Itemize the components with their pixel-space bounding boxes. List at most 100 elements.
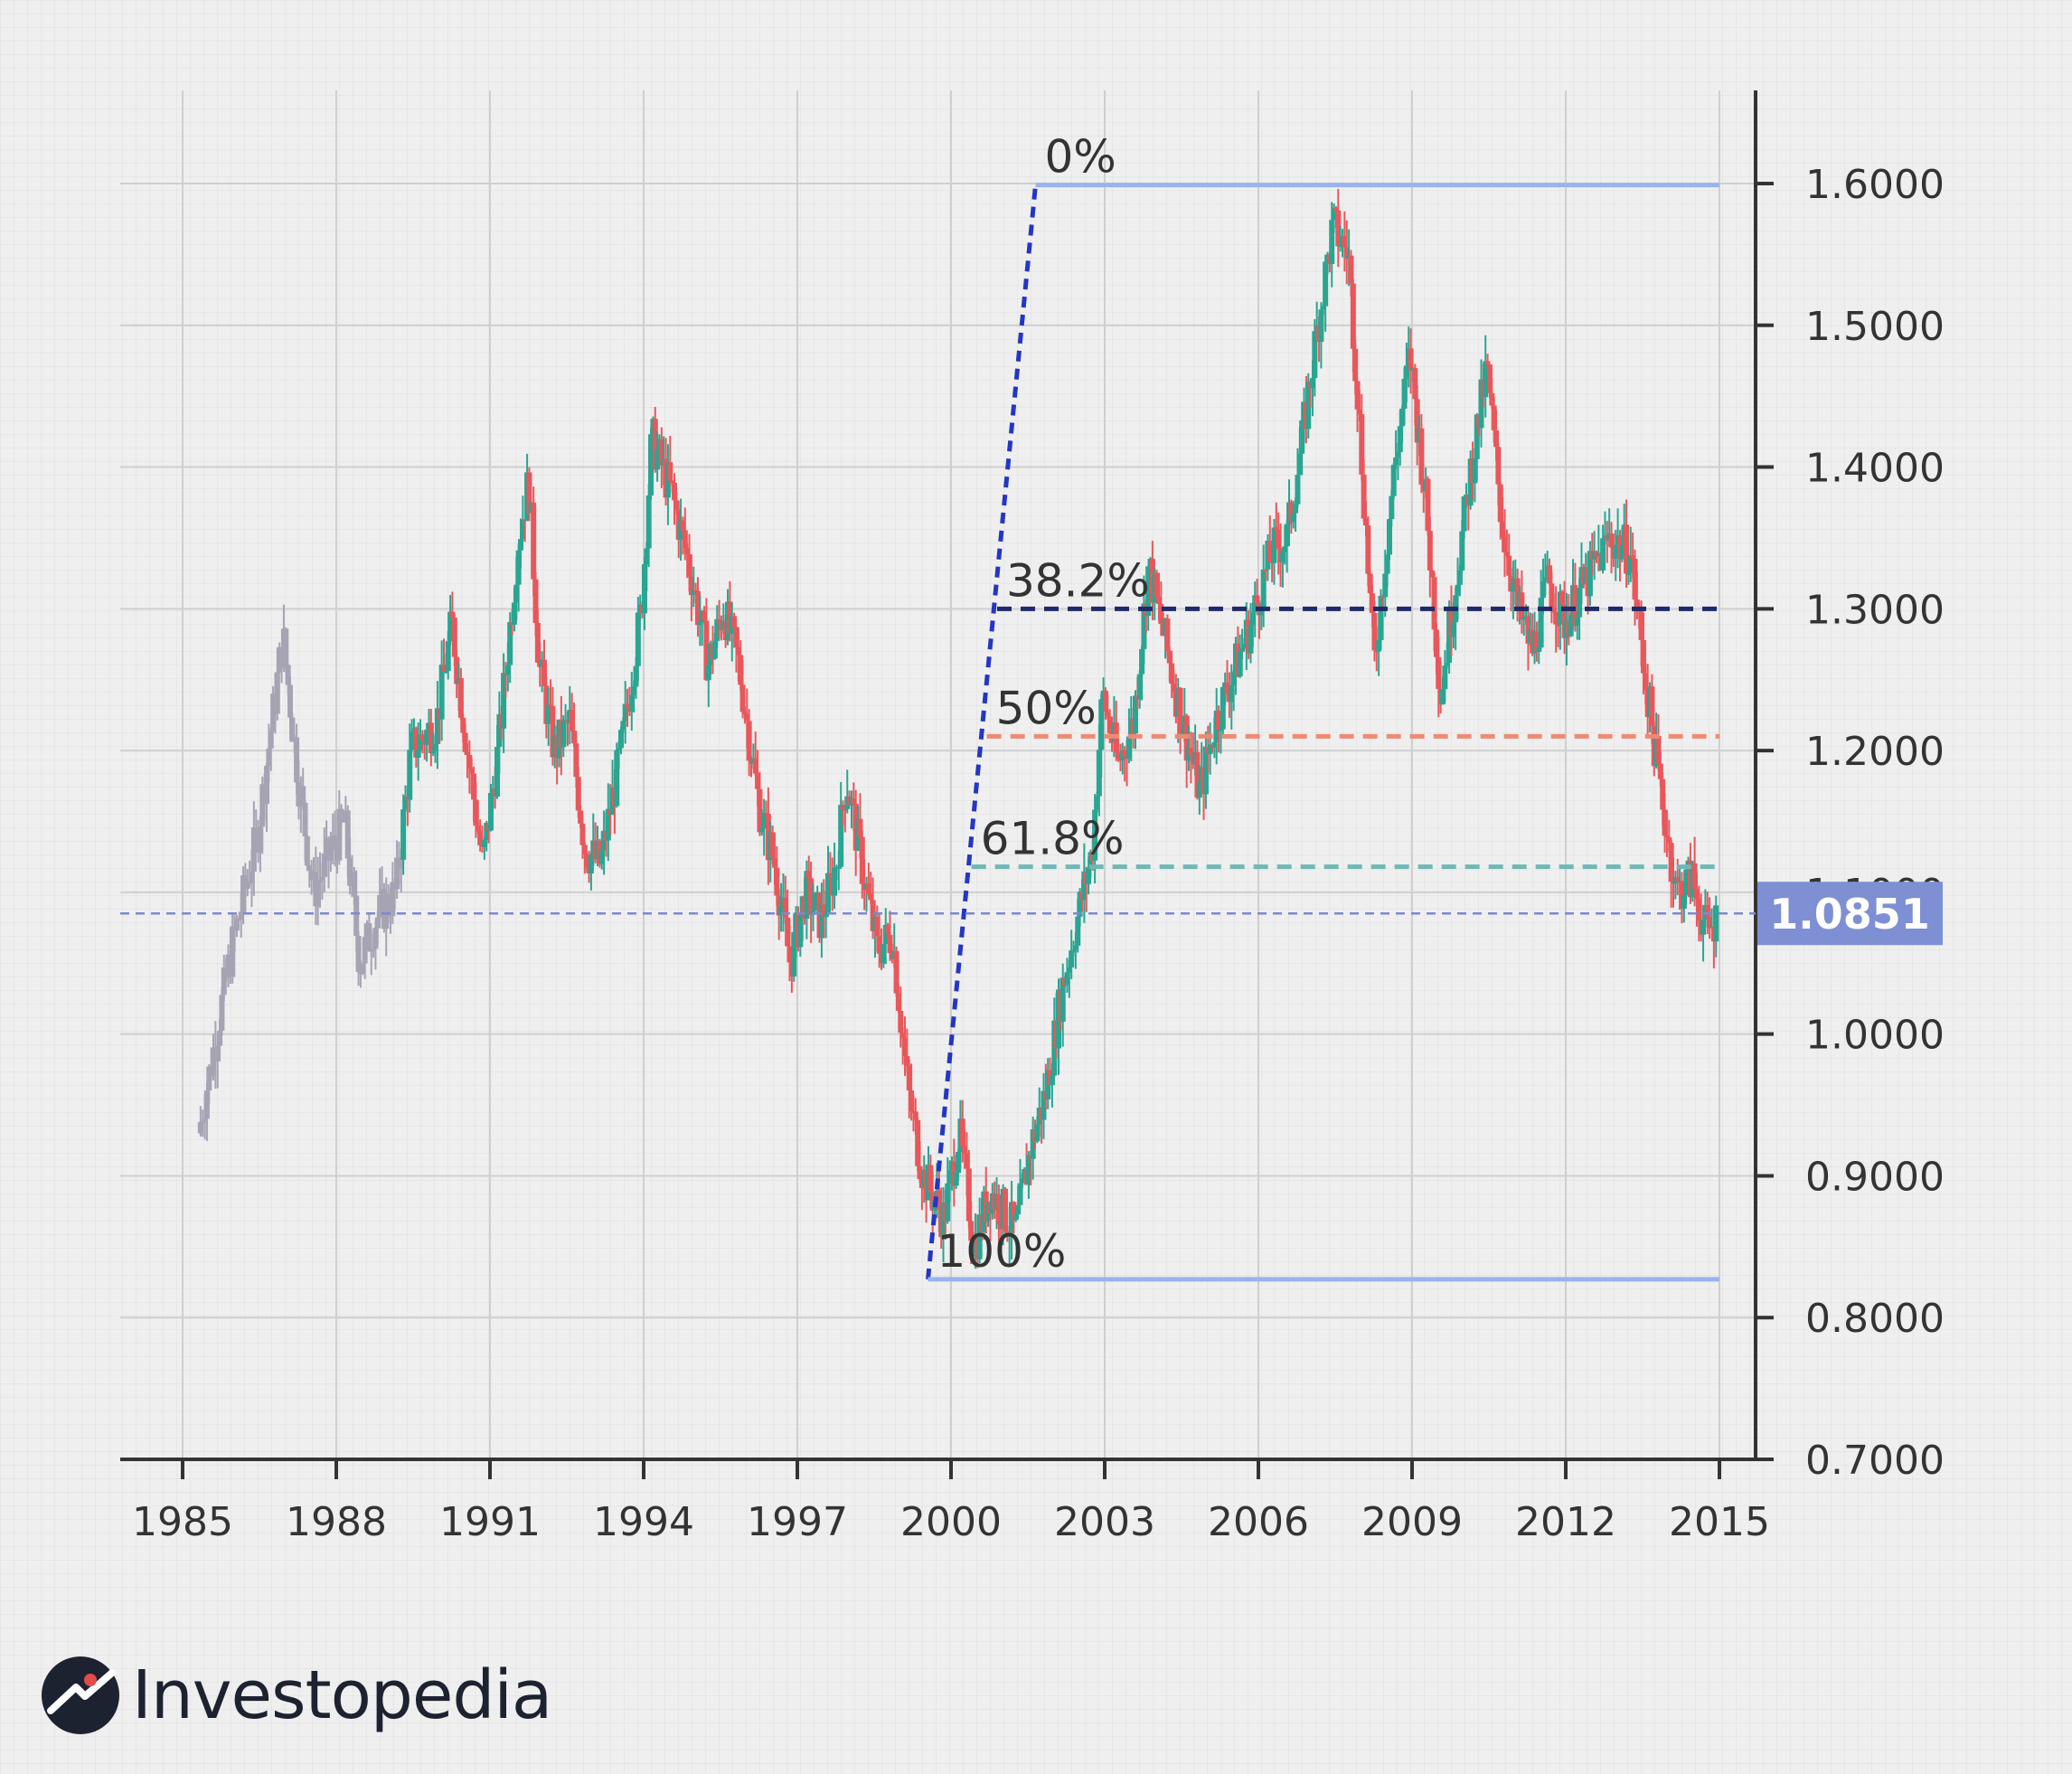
candle-body <box>1655 735 1662 764</box>
candle-body <box>620 721 626 731</box>
candle-body <box>1493 429 1500 448</box>
candle-body <box>336 808 343 861</box>
candle-body <box>1337 245 1343 248</box>
candle-body <box>211 1047 216 1076</box>
candle-body <box>1015 1204 1022 1215</box>
candle-body <box>513 584 520 603</box>
candle-body <box>1006 1233 1012 1237</box>
candle-body <box>374 917 381 929</box>
candle-body <box>1624 524 1630 574</box>
candle-body <box>473 799 479 826</box>
candle-body <box>413 728 419 758</box>
candle-body <box>1627 555 1634 573</box>
candle-body <box>1484 361 1491 365</box>
candle-body <box>1263 569 1269 571</box>
candle-body <box>371 948 377 951</box>
candle-body <box>1643 673 1649 690</box>
candle-body <box>823 913 829 918</box>
candle-body <box>266 748 272 766</box>
candle-body <box>1555 624 1561 627</box>
candle-body <box>832 867 838 896</box>
candle-body <box>1096 750 1102 797</box>
candle-body <box>859 836 865 884</box>
candle-body <box>377 894 383 918</box>
candle-body <box>302 802 308 836</box>
candle-body <box>1312 331 1318 379</box>
candle-body <box>1542 577 1549 581</box>
candle-body <box>385 893 391 914</box>
candlestick-series <box>197 188 1719 1269</box>
candle-body <box>306 865 313 871</box>
candle-body <box>534 623 541 663</box>
candle-body <box>1483 361 1489 398</box>
candle-body <box>1060 977 1066 1023</box>
candle-body <box>797 915 804 948</box>
candle-body <box>233 919 240 931</box>
candle-body <box>1553 611 1559 625</box>
candle-body <box>1116 752 1122 760</box>
candle-body <box>1683 869 1690 896</box>
candle-body <box>917 1165 923 1180</box>
candle-body <box>1066 967 1072 973</box>
candle-body <box>1568 614 1574 637</box>
candle-body <box>253 827 259 830</box>
candle-body <box>588 854 594 874</box>
candle-body <box>785 917 791 947</box>
candle-body <box>1331 207 1337 221</box>
candle-body <box>250 827 257 872</box>
candle-body <box>1619 545 1625 560</box>
candle-body <box>447 611 454 642</box>
candle-body <box>840 805 846 809</box>
candle-body <box>1660 778 1666 810</box>
candle-body <box>402 796 409 810</box>
candle-body <box>1696 899 1702 921</box>
candle-body <box>355 935 362 972</box>
candle-body <box>1034 1124 1041 1142</box>
candle-body <box>244 881 250 889</box>
candle-body <box>1378 595 1384 640</box>
candle-body <box>1258 610 1265 616</box>
candle-body <box>1502 536 1508 553</box>
candle-body <box>791 931 797 977</box>
candle-body <box>912 1111 918 1120</box>
candle-body <box>778 906 785 916</box>
candle-body <box>394 857 400 890</box>
candle-body <box>669 480 675 483</box>
candle-body <box>274 672 280 714</box>
candle-body <box>1194 751 1201 798</box>
candle-body <box>1707 917 1713 929</box>
candle-body <box>518 539 523 551</box>
candle-body <box>1239 647 1246 652</box>
candle-body <box>398 859 404 870</box>
candle-body <box>400 809 407 860</box>
candle-body <box>501 673 507 729</box>
candle-body <box>1634 599 1640 608</box>
investopedia-logo-icon <box>42 1656 119 1734</box>
candle-body <box>691 590 697 596</box>
candle-body <box>1025 1155 1031 1185</box>
candle-body <box>1295 475 1301 505</box>
x-axis-ticks: 1985 1988 1991 1994 1997 2000 2003 2006 2009 2012… <box>132 1459 1770 1545</box>
candle-body <box>1442 665 1448 690</box>
candle-body <box>1279 552 1286 563</box>
candle-body <box>1395 451 1401 458</box>
candle-body <box>1248 625 1254 654</box>
candle-body <box>1613 544 1619 559</box>
candle-body <box>1632 558 1638 600</box>
candle-body <box>496 713 503 748</box>
candle-body <box>976 1214 983 1260</box>
candle-body <box>1030 1129 1036 1159</box>
candle-body <box>1077 892 1083 917</box>
candle-body <box>774 867 780 896</box>
current-price-tag <box>1757 882 1943 946</box>
x-tick-label: 2003 <box>1054 1499 1155 1545</box>
candle-body <box>694 590 701 626</box>
candle-body <box>197 1121 203 1134</box>
candle-body <box>321 853 327 877</box>
candle-body <box>504 665 511 675</box>
candle-body <box>464 751 470 755</box>
candle-body <box>684 548 691 554</box>
candle-body <box>614 750 620 807</box>
y-tick-label: 0.7000 <box>1805 1438 1945 1484</box>
candle-body <box>1440 689 1446 705</box>
